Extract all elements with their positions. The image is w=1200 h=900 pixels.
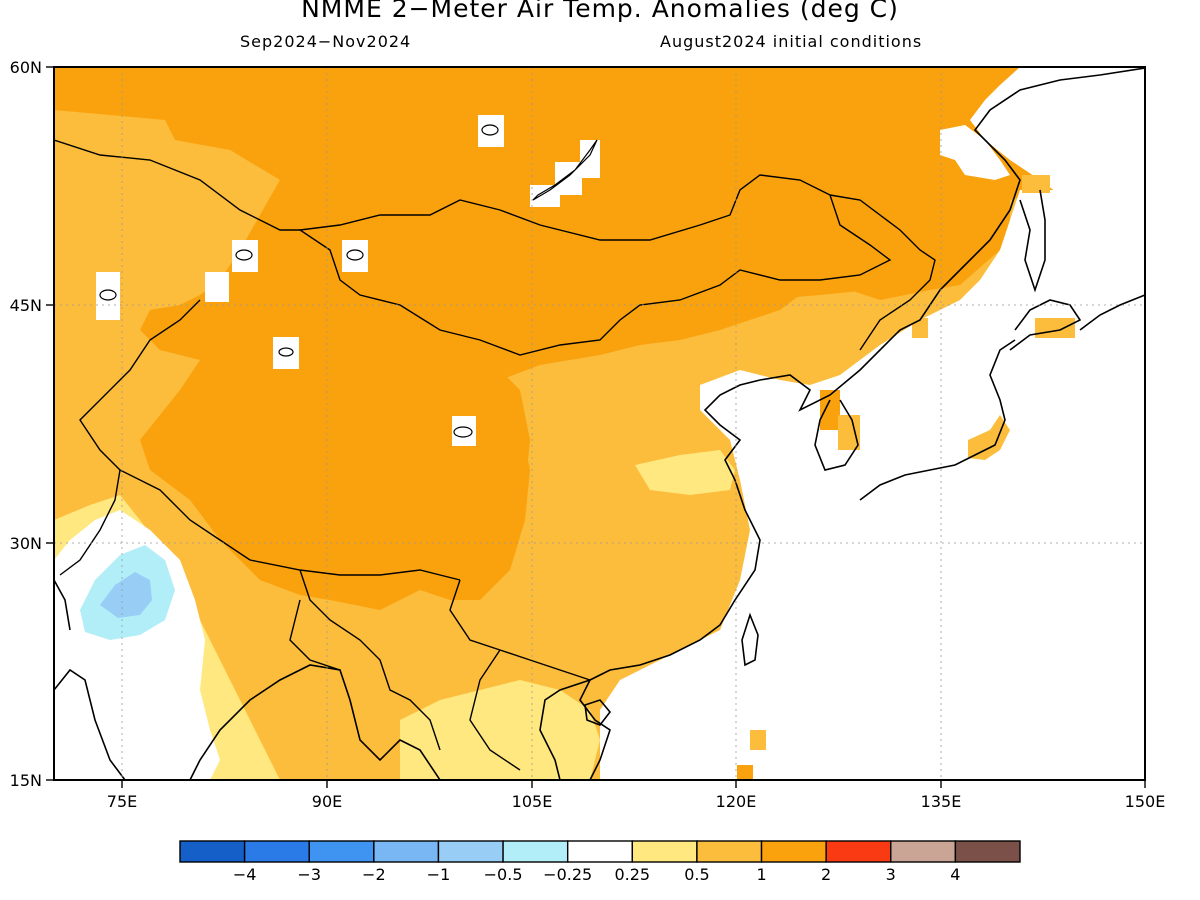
legend-label: 4 — [950, 865, 960, 884]
legend-swatch — [566, 840, 634, 863]
coastline-hainan — [584, 699, 612, 726]
masked-cell-lake — [205, 272, 229, 302]
axis-ticks — [46, 66, 1146, 788]
legend-swatch — [760, 840, 827, 863]
legend-swatch — [954, 840, 1021, 863]
legend-label: −1 — [427, 865, 451, 884]
masked-cell-baikal — [530, 140, 600, 207]
legend-colorbar — [179, 840, 1021, 863]
coastline-sakhalin — [1019, 189, 1046, 293]
legend-label: 3 — [886, 865, 896, 884]
lon-tick-label: 75E — [107, 792, 137, 811]
anomaly-05-to-1-kuril — [1035, 318, 1075, 338]
legend-label: 0.25 — [614, 865, 650, 884]
border-laos-vietnam — [469, 649, 521, 771]
borders — [54, 139, 936, 771]
legend-label: −0.5 — [484, 865, 523, 884]
lake-uvs — [346, 249, 364, 261]
legend-label: −4 — [233, 865, 257, 884]
legend-swatch — [825, 840, 892, 863]
anomaly-1-to-2-tibet — [180, 300, 530, 600]
coastline-kamchatka-kuril — [1079, 294, 1145, 331]
lon-tick-label: 90E — [312, 792, 342, 811]
legend-swatch — [179, 840, 246, 863]
anomaly-05-to-1-hokkaido-w — [912, 318, 928, 338]
legend-swatch — [631, 840, 698, 863]
lat-tick-label: 15N — [10, 771, 42, 790]
anomaly-1-to-2-luzon — [737, 765, 753, 780]
anomaly-neutral-okhotsk — [970, 67, 1145, 200]
coastline-korea — [814, 399, 859, 471]
coastline-indochina — [539, 679, 591, 780]
map-frame — [53, 66, 1146, 781]
legend-label: 1 — [756, 865, 766, 884]
forecast-period: Sep2024−Nov2024 — [240, 32, 412, 51]
legend-swatch — [373, 840, 440, 863]
anomaly-025-to-05-central-china — [635, 450, 735, 495]
lon-tick-label: 120E — [716, 792, 757, 811]
legend-label: −3 — [297, 865, 321, 884]
border-china-russia-ne — [829, 194, 936, 351]
lon-tick-labels: 75E 90E 105E 120E 135E 150E — [107, 792, 1166, 811]
coastlines — [54, 67, 1145, 780]
lakes — [99, 124, 598, 438]
legend-label: 0.5 — [684, 865, 709, 884]
border-china-west — [79, 299, 201, 471]
coastline-russia-far-east — [959, 67, 1145, 271]
legend-labels: −4 −3 −2 −1 −0.5 −0.25 0.25 0.5 1 2 3 4 — [233, 865, 961, 884]
coastline-hokkaido — [1009, 299, 1082, 351]
anomaly-05-to-1-korea — [838, 415, 860, 450]
lon-tick-label: 150E — [1125, 792, 1166, 811]
lake-baikal — [532, 139, 598, 201]
lake-qinghai — [453, 426, 473, 438]
lat-tick-label: 60N — [10, 58, 42, 77]
anomaly-05-to-1-luzon — [750, 730, 766, 750]
legend-swatch — [890, 840, 957, 863]
anomaly-05-to-1-japan — [968, 415, 1010, 460]
legend-swatch — [243, 840, 310, 863]
border-bangladesh — [289, 599, 341, 671]
anomaly-025-to-05-indochina — [400, 680, 600, 780]
lon-tick-label: 135E — [921, 792, 962, 811]
legend-label: −2 — [362, 865, 386, 884]
lon-tick-label: 105E — [512, 792, 553, 811]
masked-cell-lake — [273, 337, 299, 369]
border-kazakhstan — [54, 139, 300, 231]
lake-bosten — [278, 347, 294, 357]
graticule — [54, 67, 1145, 780]
coastline-bohai — [759, 269, 961, 412]
anomaly-field — [54, 67, 1145, 780]
anomaly-1-to-2-north-lobe — [300, 205, 900, 355]
lake-zaysan — [235, 249, 253, 261]
map-title: NMME 2−Meter Air Temp. Anomalies (deg C) — [301, 0, 899, 23]
border-india-myanmar — [299, 569, 441, 751]
legend-label: 2 — [821, 865, 831, 884]
initial-conditions: August2024 initial conditions — [660, 32, 923, 51]
coastline-arabian — [54, 579, 71, 631]
lat-tick-label: 30N — [10, 534, 42, 553]
coastline-taiwan — [741, 612, 759, 667]
legend-swatch — [437, 840, 504, 863]
legend-label: −0.25 — [543, 865, 592, 884]
lake-khuvsgul — [481, 124, 499, 136]
coastline-japan-honshu — [859, 339, 1016, 501]
lat-tick-label: 45N — [10, 296, 42, 315]
anomaly-1-to-2-korea — [820, 390, 840, 430]
border-mongolia — [298, 174, 892, 356]
lake-balkhash — [99, 289, 117, 301]
anomaly-cool-05-to-1 — [100, 572, 152, 618]
coastline-india-west — [54, 668, 126, 780]
legend-swatch — [502, 840, 569, 863]
anomaly-neutral-india — [54, 510, 220, 780]
anomaly-neutral-sakhalin-coast — [940, 125, 1010, 180]
masked-cell-lake — [342, 240, 368, 272]
anomaly-05-to-1-sakhalin — [1022, 175, 1050, 193]
border-india-pakistan — [59, 469, 121, 576]
lat-tick-labels: 60N 45N 30N 15N — [10, 58, 42, 790]
legend-swatch — [696, 840, 763, 863]
legend-swatch — [308, 840, 375, 863]
